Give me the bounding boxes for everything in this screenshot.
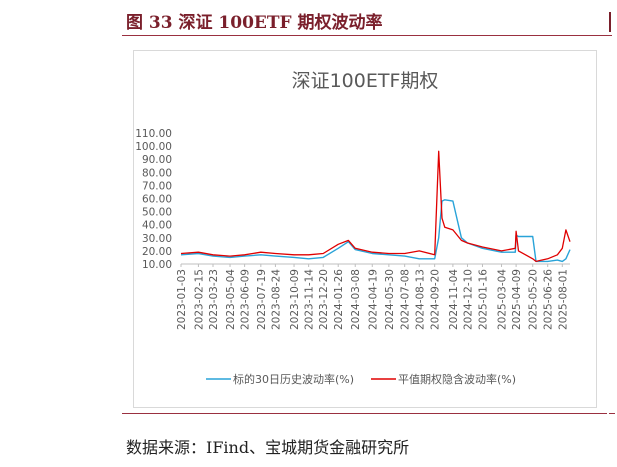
x-tick-label: 2025-01-16 [477, 269, 489, 330]
x-tick-label: 2024-08-13 [414, 269, 426, 330]
x-tick-label: 2025-04-09 [511, 269, 523, 330]
x-tick-label: 2024-11-04 [448, 269, 460, 330]
chart-container: 深证100ETF期权 110.00 100.00 90.00 80.00 70.00 60.… [133, 50, 597, 408]
x-tick-label: 2024-05-30 [384, 269, 396, 330]
x-tick-label: 2024-12-10 [462, 269, 474, 330]
chart-title: 深证100ETF期权 [292, 70, 439, 92]
series-line-historical-vol [180, 199, 571, 263]
series-line-implied-vol [180, 150, 571, 263]
x-tick-label: 2025-06-26 [543, 269, 555, 330]
y-tick-label: 40.00 [142, 220, 172, 232]
y-tick-label: 110.00 [135, 128, 172, 140]
x-tick-label: 2023-08-24 [270, 269, 282, 330]
x-tick-label: 2023-01-03 [176, 269, 188, 330]
y-tick-label: 20.00 [142, 246, 172, 258]
legend-label-historical-vol: 标的30日历史波动率(%) [233, 372, 354, 386]
x-tick-label: 2023-07-19 [256, 269, 268, 330]
x-tick-label: 2025-08-01 [557, 269, 569, 330]
y-tick-label: 100.00 [135, 141, 172, 153]
x-tick-label: 2025-03-04 [497, 269, 509, 330]
y-tick-label: 60.00 [142, 194, 172, 206]
figure-header: 图 33 深证 100ETF 期权波动率 [122, 6, 617, 36]
figure-source: 数据来源：IFind、宝城期货金融研究所 [126, 438, 410, 457]
x-tick-label: 2023-10-09 [289, 269, 301, 330]
x-tick-label: 2024-04-19 [367, 269, 379, 330]
x-tick-label: 2024-03-08 [350, 269, 362, 330]
x-tick-label: 2024-01-26 [333, 269, 345, 330]
x-tick-label: 2025-05-20 [528, 269, 540, 330]
x-tick-label: 2024-07-08 [400, 269, 412, 330]
adjacent-column-edge [609, 12, 617, 32]
y-tick-label: 80.00 [142, 167, 172, 179]
x-tick-label: 2023-12-20 [318, 269, 330, 330]
y-tick-label: 50.00 [142, 207, 172, 219]
y-tick-label: 30.00 [142, 233, 172, 245]
figure-caption: 图 33 深证 100ETF 期权波动率 [126, 13, 383, 33]
x-tick-label: 2024-09-20 [430, 269, 442, 330]
y-tick-label: 70.00 [142, 180, 172, 192]
x-tick-label: 2023-03-23 [208, 269, 220, 330]
x-tick-label: 2023-11-14 [304, 269, 316, 330]
y-tick-label: 10.00 [142, 259, 172, 271]
source-divider [122, 413, 607, 414]
x-tick-label: 2023-05-04 [225, 269, 237, 330]
adjacent-column-rule [609, 413, 615, 414]
x-tick-label: 2023-06-09 [240, 269, 252, 330]
x-tick-label: 2023-02-15 [193, 269, 205, 330]
header-divider [122, 35, 612, 36]
legend-label-implied-vol: 平值期权隐含波动率(%) [398, 372, 516, 386]
y-tick-label: 90.00 [142, 154, 172, 166]
